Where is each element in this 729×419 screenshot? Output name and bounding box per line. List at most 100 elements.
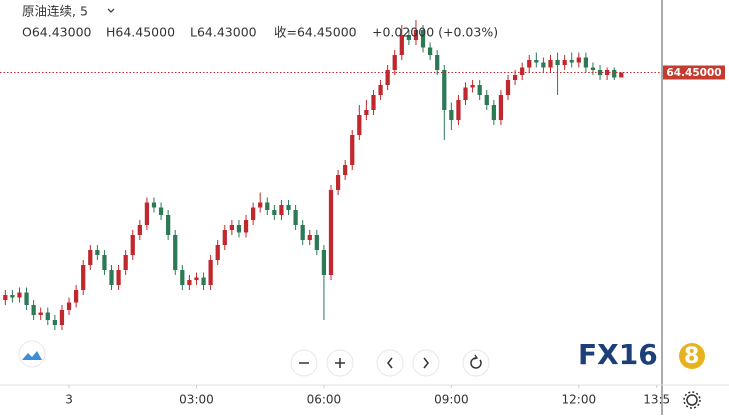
x-tick-label: 06:00 — [307, 393, 342, 407]
last-price-tag — [663, 65, 725, 80]
ohlc-legend: O64.43000 H64.45000 L64.43000 收=64.45000 +0.… — [22, 25, 498, 40]
candle-body — [81, 265, 86, 290]
candle-body — [612, 70, 617, 78]
candle-body — [343, 165, 348, 175]
candle-body — [569, 60, 574, 63]
candle-body — [258, 202, 263, 208]
candle-body — [265, 202, 270, 210]
candle-body — [406, 35, 412, 40]
candle-body — [385, 70, 390, 85]
candle-body — [307, 235, 312, 240]
candle-body — [144, 202, 150, 225]
candle-body — [520, 67, 525, 75]
candle-body — [562, 60, 567, 65]
candle-body — [548, 60, 553, 68]
candle-body — [250, 207, 256, 220]
zoom-out-button[interactable] — [290, 349, 318, 377]
candle-body — [555, 60, 560, 65]
candle-body — [222, 230, 227, 245]
candle-body — [151, 202, 157, 208]
candle-body — [272, 210, 277, 215]
reset-button[interactable] — [462, 349, 490, 377]
scroll-right-button[interactable] — [412, 349, 440, 377]
ohlc-value: +0.02000 (+0.03%) — [372, 25, 498, 40]
candle-body — [442, 70, 447, 110]
candle-body — [158, 207, 164, 215]
candle-body — [357, 115, 362, 135]
plot-area — [3, 20, 624, 330]
ohlc-value: L64.43000 — [190, 25, 257, 40]
candle-body — [470, 85, 475, 88]
candle-body — [392, 55, 397, 70]
zoom-in-button[interactable] — [326, 349, 354, 377]
candle-body — [449, 110, 454, 120]
candle-body — [427, 47, 433, 55]
last-price-label: 64.45000 — [666, 67, 721, 79]
candle-body — [173, 235, 178, 270]
candle-body — [413, 30, 419, 40]
candle-body — [534, 60, 539, 63]
candle-body — [52, 320, 57, 325]
candle-body — [10, 295, 15, 298]
ohlc-value: 收=64.45000 — [274, 25, 357, 40]
candle-body — [236, 225, 242, 233]
candle-body — [498, 95, 504, 120]
candle-body — [201, 277, 206, 285]
candle-body — [116, 270, 121, 285]
candle-body — [194, 277, 199, 280]
candle-body — [583, 57, 589, 68]
candle-body — [229, 225, 235, 230]
candle-body — [378, 85, 383, 95]
scroll-left-button[interactable] — [376, 349, 404, 377]
candle-body — [619, 72, 624, 78]
candle-body — [130, 235, 135, 255]
candle-body — [17, 292, 22, 298]
candle-body — [590, 67, 596, 70]
candle-body — [597, 70, 603, 75]
candle-body — [293, 210, 298, 225]
candle-body — [102, 255, 107, 270]
candle-body — [38, 312, 43, 315]
candle-body — [123, 255, 128, 270]
candle-body — [95, 250, 100, 255]
candle-body — [180, 270, 185, 285]
candle-body — [187, 280, 192, 285]
candle-body — [279, 205, 284, 215]
settings-icon[interactable] — [683, 391, 701, 409]
watermark-logo: FX16 8 — [578, 338, 705, 371]
x-tick-label: 13:5 — [643, 393, 670, 407]
candle-body — [321, 250, 327, 275]
x-tick-label: 3 — [65, 393, 73, 407]
candle-body — [505, 80, 511, 95]
ohlc-value: O64.43000 — [22, 25, 92, 40]
candle-body — [300, 225, 305, 240]
candle-body — [364, 110, 369, 115]
svg-text:8: 8 — [684, 344, 699, 369]
candle-body — [215, 245, 220, 260]
candle-body — [512, 75, 518, 80]
candle-body — [59, 310, 65, 325]
candle-body — [399, 35, 404, 55]
candle-body — [31, 305, 36, 315]
candle-body — [491, 105, 496, 120]
symbol-title: 原油连续, 5 — [22, 4, 88, 19]
series-toggle[interactable] — [18, 340, 46, 368]
candle-body — [166, 215, 171, 235]
ohlc-value: H64.45000 — [106, 25, 175, 40]
candle-body — [243, 220, 249, 233]
candle-body — [541, 62, 546, 68]
candle-body — [463, 87, 468, 100]
candle-body — [420, 30, 426, 48]
candle-body — [73, 290, 79, 303]
candle-body — [605, 70, 610, 75]
dropdown-chevron[interactable] — [107, 8, 115, 13]
candle-body — [3, 295, 8, 300]
svg-text:FX16: FX16 — [578, 338, 658, 371]
x-tick-label: 12:00 — [562, 393, 597, 407]
candle-body — [477, 85, 482, 95]
candle-body — [24, 292, 29, 305]
candle-body — [109, 270, 114, 285]
x-tick-label: 09:00 — [434, 393, 469, 407]
candle-body — [286, 205, 291, 210]
